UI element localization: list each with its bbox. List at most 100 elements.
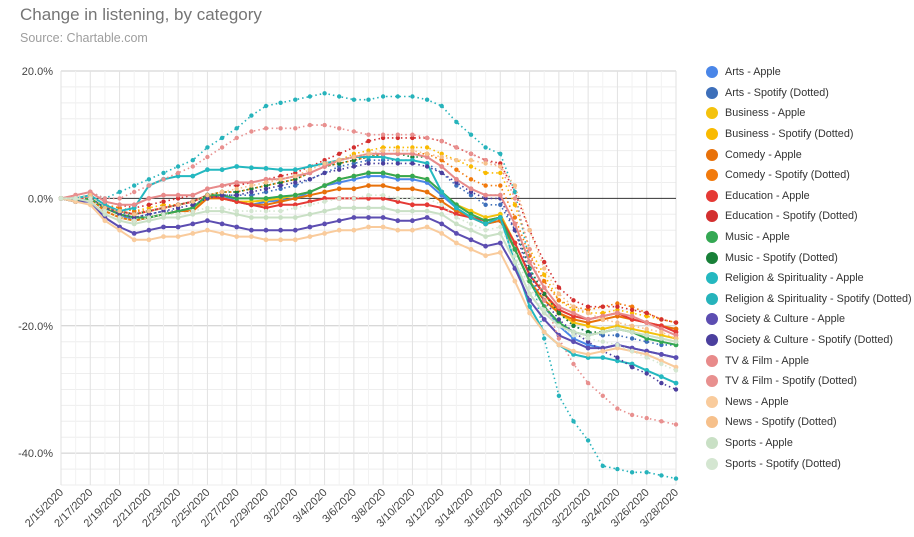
- data-point: [146, 212, 152, 217]
- data-point: [249, 183, 254, 188]
- data-point: [351, 186, 357, 192]
- data-point: [424, 196, 430, 201]
- data-point: [395, 148, 400, 153]
- legend-item[interactable]: Comedy - Spotify (Dotted): [706, 165, 912, 186]
- data-point: [337, 94, 342, 99]
- data-point: [395, 94, 400, 99]
- data-point: [395, 151, 401, 157]
- data-point: [468, 177, 474, 182]
- data-point: [336, 205, 342, 211]
- data-point: [117, 215, 122, 220]
- legend-item[interactable]: Sports - Apple: [706, 433, 912, 454]
- legend-item[interactable]: Business - Apple: [706, 103, 912, 124]
- data-point: [673, 422, 679, 427]
- legend-item[interactable]: Education - Apple: [706, 186, 912, 207]
- data-point: [117, 196, 122, 201]
- data-point: [88, 189, 93, 195]
- data-point: [117, 227, 122, 233]
- legend-label: News - Spotify (Dotted): [725, 416, 837, 429]
- data-point: [161, 234, 166, 240]
- data-point: [585, 336, 591, 341]
- data-point: [351, 161, 357, 166]
- data-point: [410, 196, 415, 201]
- data-point: [644, 415, 649, 421]
- legend-item[interactable]: Music - Apple: [706, 227, 912, 248]
- data-point: [556, 393, 562, 398]
- legend-item[interactable]: Society & Culture - Spotify (Dotted): [706, 330, 912, 351]
- data-point: [190, 202, 195, 207]
- data-point: [571, 339, 576, 345]
- legend-item[interactable]: Business - Spotify (Dotted): [706, 124, 912, 145]
- data-point: [278, 208, 283, 214]
- data-point: [337, 151, 342, 156]
- legend-item[interactable]: News - Apple: [706, 392, 912, 413]
- data-point: [132, 215, 137, 220]
- data-point: [497, 231, 503, 236]
- legend-item[interactable]: Arts - Apple: [706, 62, 912, 83]
- data-point: [132, 183, 137, 188]
- data-point: [424, 154, 430, 160]
- legend-item[interactable]: Comedy - Apple: [706, 144, 912, 165]
- data-point: [542, 279, 547, 284]
- data-point: [336, 227, 342, 233]
- data-point: [527, 304, 532, 310]
- data-point: [659, 352, 664, 357]
- legend-label: Education - Apple: [725, 189, 810, 202]
- legend-item[interactable]: Education - Spotify (Dotted): [706, 206, 912, 227]
- data-point: [161, 212, 166, 217]
- legend-swatch: [706, 107, 718, 120]
- data-point: [483, 202, 488, 207]
- legend-swatch: [706, 251, 718, 264]
- data-point: [322, 221, 327, 227]
- data-point: [542, 307, 547, 312]
- data-point: [307, 211, 313, 217]
- data-point: [439, 151, 444, 156]
- data-point: [468, 151, 474, 156]
- data-point: [337, 158, 342, 163]
- data-point: [468, 215, 474, 220]
- data-point: [556, 317, 562, 322]
- data-point: [585, 352, 591, 357]
- data-point: [102, 196, 108, 201]
- legend-item[interactable]: Religion & Spirituality - Spotify (Dotte…: [706, 289, 912, 310]
- legend-item[interactable]: Arts - Spotify (Dotted): [706, 83, 912, 104]
- data-point: [293, 205, 298, 211]
- legend-label: Society & Culture - Apple: [725, 313, 846, 326]
- data-point: [337, 164, 342, 169]
- data-point: [278, 237, 283, 243]
- data-point: [205, 154, 210, 160]
- legend-item[interactable]: Music - Spotify (Dotted): [706, 247, 912, 268]
- data-point: [263, 205, 269, 211]
- legend-label: Religion & Spirituality - Spotify (Dotte…: [725, 292, 912, 305]
- data-point: [600, 313, 606, 319]
- data-point: [102, 199, 108, 205]
- data-point: [556, 285, 562, 290]
- data-point: [512, 266, 518, 271]
- legend-item[interactable]: TV & Film - Spotify (Dotted): [706, 371, 912, 392]
- legend-item[interactable]: Society & Culture - Apple: [706, 309, 912, 330]
- data-point: [673, 368, 679, 373]
- data-point: [293, 126, 298, 131]
- data-point: [483, 158, 488, 163]
- legend-item[interactable]: Sports - Spotify (Dotted): [706, 453, 912, 474]
- legend-item[interactable]: Religion & Spirituality - Apple: [706, 268, 912, 289]
- data-point: [659, 326, 664, 332]
- data-point: [307, 199, 313, 205]
- data-point: [249, 189, 254, 195]
- legend-item[interactable]: News - Spotify (Dotted): [706, 412, 912, 433]
- data-point: [571, 348, 576, 354]
- legend-swatch: [706, 86, 718, 99]
- data-point: [132, 212, 137, 217]
- data-point: [278, 227, 283, 233]
- data-point: [234, 126, 239, 131]
- data-point: [615, 310, 620, 316]
- legend-label: Sports - Spotify (Dotted): [725, 457, 841, 470]
- legend-label: Comedy - Apple: [725, 148, 802, 161]
- data-point: [234, 135, 239, 141]
- data-point: [483, 234, 488, 240]
- data-point: [58, 196, 64, 201]
- data-point: [424, 176, 430, 182]
- data-point: [571, 323, 576, 328]
- legend-item[interactable]: TV & Film - Apple: [706, 350, 912, 371]
- data-point: [380, 183, 386, 189]
